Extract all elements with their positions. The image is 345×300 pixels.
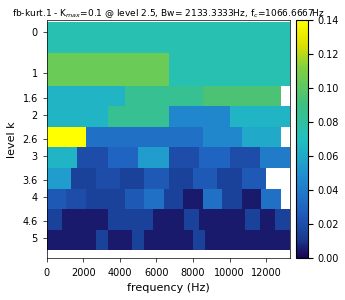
Bar xyxy=(47,189,66,209)
Bar xyxy=(242,168,266,189)
Bar xyxy=(217,230,229,250)
Bar xyxy=(120,168,144,189)
Bar xyxy=(71,168,96,189)
Bar xyxy=(260,148,290,168)
Bar xyxy=(125,86,203,106)
Bar xyxy=(108,148,138,168)
Bar xyxy=(199,148,229,168)
Bar xyxy=(199,209,214,230)
Bar xyxy=(120,230,132,250)
Bar xyxy=(132,230,144,250)
Bar xyxy=(245,209,260,230)
Bar xyxy=(229,230,242,250)
Bar xyxy=(86,127,125,148)
Bar xyxy=(59,230,71,250)
Bar xyxy=(138,209,154,230)
Bar xyxy=(96,168,120,189)
Bar xyxy=(203,86,280,106)
Bar xyxy=(184,209,199,230)
Bar xyxy=(229,148,260,168)
Bar xyxy=(242,127,280,148)
Bar xyxy=(47,209,62,230)
Bar xyxy=(217,168,242,189)
Bar xyxy=(47,22,290,53)
Bar xyxy=(169,230,181,250)
Bar xyxy=(83,230,96,250)
Bar xyxy=(86,189,105,209)
Bar xyxy=(229,106,290,127)
Bar xyxy=(260,209,275,230)
Bar xyxy=(169,106,229,127)
Bar xyxy=(164,127,203,148)
Bar xyxy=(154,209,169,230)
Bar xyxy=(92,209,108,230)
Bar xyxy=(229,209,245,230)
Bar xyxy=(183,189,203,209)
Bar xyxy=(77,209,92,230)
Bar xyxy=(47,53,169,86)
Y-axis label: level k: level k xyxy=(7,121,17,158)
Bar xyxy=(144,168,169,189)
Bar xyxy=(222,189,242,209)
Bar xyxy=(47,86,125,106)
X-axis label: frequency (Hz): frequency (Hz) xyxy=(127,283,210,293)
Bar xyxy=(144,230,157,250)
Bar xyxy=(123,209,138,230)
Bar xyxy=(193,230,205,250)
Bar xyxy=(278,230,290,250)
Bar xyxy=(157,230,169,250)
Bar xyxy=(47,106,108,127)
Bar xyxy=(181,230,193,250)
Bar xyxy=(108,230,120,250)
Bar xyxy=(125,189,144,209)
Bar xyxy=(203,189,222,209)
Bar xyxy=(169,148,199,168)
Bar xyxy=(193,168,217,189)
Bar xyxy=(105,189,125,209)
Bar xyxy=(242,189,261,209)
Bar xyxy=(169,209,184,230)
Bar xyxy=(47,230,59,250)
Bar xyxy=(205,230,217,250)
Bar xyxy=(164,189,183,209)
Bar xyxy=(214,209,229,230)
Bar xyxy=(71,230,83,250)
Bar xyxy=(203,127,242,148)
Bar xyxy=(266,230,278,250)
Bar xyxy=(275,209,290,230)
Bar xyxy=(144,189,164,209)
Bar xyxy=(47,168,71,189)
Bar xyxy=(96,230,108,250)
Bar xyxy=(47,148,77,168)
Bar xyxy=(169,53,290,86)
Bar xyxy=(66,189,86,209)
Bar xyxy=(47,127,86,148)
Bar xyxy=(108,209,123,230)
Title: fb-kurt.1 - K$_{max}$=0.1 @ level 2.5, Bw= 2133.3333Hz, f$_c$=1066.6667Hz: fb-kurt.1 - K$_{max}$=0.1 @ level 2.5, B… xyxy=(12,7,325,20)
Bar xyxy=(77,148,108,168)
Bar xyxy=(138,148,169,168)
Bar xyxy=(169,168,193,189)
Bar xyxy=(125,127,164,148)
Bar xyxy=(254,230,266,250)
Bar xyxy=(62,209,77,230)
Bar xyxy=(261,189,280,209)
Bar xyxy=(108,106,169,127)
Bar xyxy=(242,230,254,250)
